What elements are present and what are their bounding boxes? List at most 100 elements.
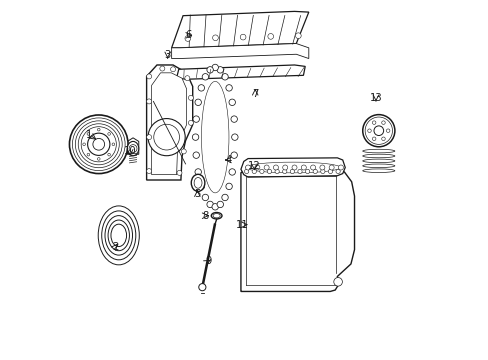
Text: 9: 9: [204, 256, 211, 266]
Circle shape: [198, 183, 204, 190]
Circle shape: [112, 143, 115, 145]
Circle shape: [295, 33, 301, 39]
Circle shape: [97, 128, 100, 131]
Circle shape: [264, 165, 268, 170]
Text: 1: 1: [86, 130, 92, 140]
Ellipse shape: [211, 212, 222, 219]
Circle shape: [312, 169, 317, 174]
Circle shape: [177, 170, 182, 175]
Circle shape: [230, 152, 237, 158]
Circle shape: [372, 137, 375, 140]
Text: 12: 12: [247, 161, 260, 171]
Circle shape: [252, 169, 256, 174]
Circle shape: [192, 134, 198, 140]
Ellipse shape: [191, 174, 204, 192]
Circle shape: [327, 169, 332, 174]
Polygon shape: [241, 158, 345, 177]
Circle shape: [193, 152, 199, 158]
Circle shape: [212, 203, 218, 210]
Circle shape: [244, 169, 248, 174]
Ellipse shape: [362, 164, 394, 168]
Polygon shape: [146, 65, 192, 180]
Circle shape: [87, 153, 89, 156]
Circle shape: [310, 165, 315, 170]
Circle shape: [291, 165, 296, 170]
Circle shape: [373, 126, 383, 135]
Circle shape: [381, 137, 385, 140]
Text: 8: 8: [202, 211, 208, 221]
Circle shape: [290, 169, 294, 174]
Circle shape: [372, 121, 375, 125]
Circle shape: [365, 117, 392, 144]
Circle shape: [107, 153, 110, 156]
Circle shape: [146, 99, 151, 104]
Circle shape: [72, 118, 125, 171]
Circle shape: [198, 284, 205, 291]
Circle shape: [320, 169, 325, 174]
Ellipse shape: [362, 149, 394, 153]
Circle shape: [146, 168, 151, 174]
Circle shape: [367, 129, 370, 132]
Ellipse shape: [362, 154, 394, 158]
Circle shape: [87, 133, 110, 156]
Text: 5: 5: [194, 189, 200, 199]
Circle shape: [146, 135, 151, 140]
Circle shape: [69, 115, 128, 174]
Circle shape: [225, 85, 232, 91]
Circle shape: [87, 132, 89, 135]
Circle shape: [148, 118, 185, 156]
Circle shape: [78, 124, 119, 165]
Ellipse shape: [201, 81, 228, 193]
Circle shape: [245, 165, 250, 170]
Circle shape: [198, 85, 204, 91]
Circle shape: [381, 121, 385, 125]
Ellipse shape: [362, 159, 394, 163]
Ellipse shape: [213, 213, 220, 218]
Circle shape: [146, 74, 151, 79]
Ellipse shape: [362, 169, 394, 172]
Circle shape: [254, 165, 259, 170]
Circle shape: [217, 67, 223, 73]
Circle shape: [97, 158, 100, 160]
Circle shape: [362, 114, 394, 147]
Circle shape: [335, 169, 340, 174]
Text: 2: 2: [112, 242, 118, 252]
Circle shape: [228, 99, 235, 105]
Circle shape: [81, 127, 116, 162]
Circle shape: [93, 138, 104, 150]
Text: 10: 10: [123, 146, 136, 156]
Circle shape: [129, 145, 137, 153]
Circle shape: [82, 143, 85, 145]
Circle shape: [193, 116, 199, 122]
Circle shape: [195, 99, 201, 105]
Polygon shape: [171, 44, 308, 59]
Circle shape: [181, 149, 186, 154]
Circle shape: [328, 165, 333, 170]
Circle shape: [195, 169, 201, 175]
Circle shape: [274, 169, 279, 174]
Circle shape: [386, 129, 389, 132]
Circle shape: [259, 169, 264, 174]
Circle shape: [160, 66, 164, 71]
Circle shape: [170, 67, 175, 72]
Circle shape: [228, 169, 235, 175]
Circle shape: [297, 169, 302, 174]
Circle shape: [184, 76, 189, 81]
Ellipse shape: [98, 206, 139, 265]
Ellipse shape: [105, 216, 132, 255]
Polygon shape: [171, 12, 308, 48]
Circle shape: [319, 165, 324, 170]
Ellipse shape: [194, 177, 202, 188]
Circle shape: [282, 169, 286, 174]
Circle shape: [231, 134, 238, 140]
Circle shape: [75, 121, 122, 168]
Circle shape: [222, 194, 228, 201]
Circle shape: [282, 165, 287, 170]
Circle shape: [230, 116, 237, 122]
Circle shape: [188, 120, 193, 125]
Circle shape: [202, 73, 208, 80]
Circle shape: [184, 36, 190, 41]
Polygon shape: [241, 167, 354, 292]
Circle shape: [107, 132, 110, 135]
Text: 11: 11: [236, 220, 248, 230]
